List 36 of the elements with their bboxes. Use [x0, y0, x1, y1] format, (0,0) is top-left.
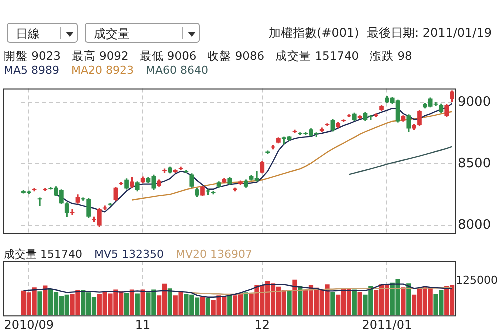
bar	[358, 292, 362, 316]
bar	[43, 286, 48, 316]
text: MV5 132350	[94, 248, 164, 261]
x-tick-label: 12	[254, 318, 270, 332]
y-tick-label: 9000	[458, 94, 492, 110]
bar	[287, 290, 292, 316]
text: 成交量 151740	[4, 248, 82, 261]
bar	[330, 292, 336, 316]
bar	[140, 290, 146, 316]
bar	[135, 294, 140, 316]
text: MA5 8989	[4, 64, 60, 77]
bar	[130, 290, 135, 316]
bar	[401, 288, 406, 316]
bar	[168, 288, 172, 316]
x-tick-label: 11	[135, 318, 151, 332]
chart-title: 加權指數(#001) 最後日期: 2011/01/19	[269, 25, 492, 42]
text: 日線	[7, 23, 78, 43]
bar	[200, 297, 206, 316]
bar	[206, 298, 210, 316]
bar	[228, 294, 232, 316]
text: 125000	[456, 274, 498, 287]
bar	[244, 292, 248, 316]
text: MV20 136907	[176, 248, 253, 261]
bar	[298, 286, 303, 316]
bar	[124, 293, 130, 316]
y-tick-label: 8000	[458, 218, 492, 234]
chart-subtitle: 開盤 9023 最高 9092 最低 9006 收盤 9086 成交量 151740 漲跌 98	[4, 49, 412, 64]
x-tick-label: 2010/09	[4, 318, 54, 332]
bar	[292, 280, 298, 316]
x-tick-label: 2011/01	[362, 318, 412, 332]
y-tick-label: 8500	[458, 156, 492, 172]
text: MA20 8923	[72, 64, 134, 77]
bar	[38, 292, 42, 316]
bar	[352, 290, 357, 316]
text: MA60 8640	[146, 64, 209, 77]
text: 成交量	[85, 23, 200, 43]
